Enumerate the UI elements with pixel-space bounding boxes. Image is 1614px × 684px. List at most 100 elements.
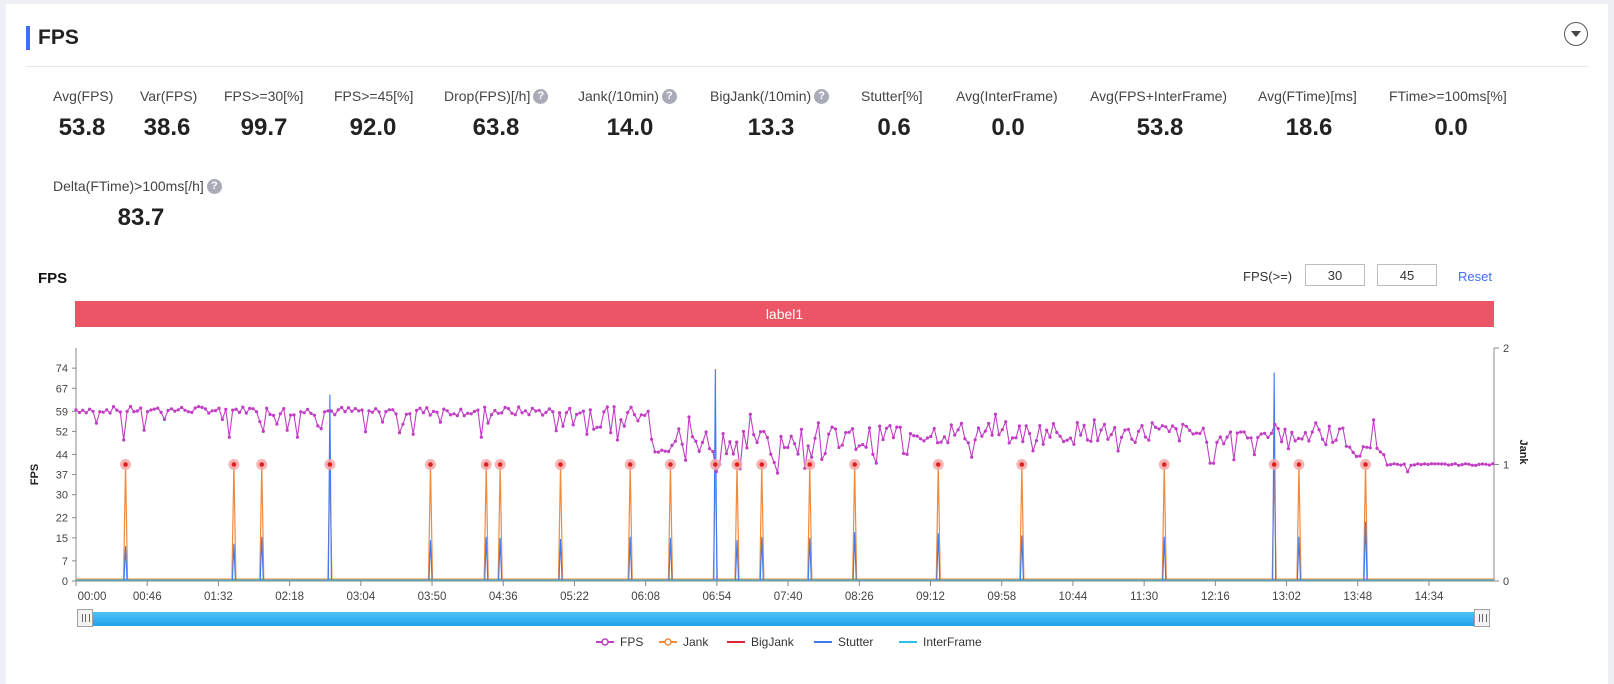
fps-point [919, 437, 923, 441]
fps-point [401, 422, 405, 426]
help-icon[interactable]: ? [661, 88, 677, 104]
metric-value: 92.0 [349, 114, 397, 141]
fps-point [1412, 463, 1416, 467]
collapse-toggle-icon[interactable] [1564, 22, 1588, 46]
fps-point [667, 449, 671, 454]
fps-point [360, 408, 364, 412]
fps-point [111, 405, 116, 409]
zoom-slider-track[interactable] [79, 612, 1488, 626]
fps-point [990, 433, 994, 437]
fps-point [1045, 428, 1049, 432]
metric-label: Var(FPS) [140, 88, 197, 104]
fps-point [404, 412, 408, 416]
fps-point [1470, 463, 1474, 467]
fps-point [200, 405, 204, 409]
help-icon[interactable]: ? [814, 88, 830, 104]
fps-point [312, 413, 316, 417]
fps-point [101, 410, 105, 414]
fps-point [728, 440, 732, 444]
fps-point [598, 425, 603, 429]
fps-point [970, 455, 974, 459]
fps-point [1116, 449, 1120, 453]
reset-link[interactable]: Reset [1458, 269, 1492, 284]
x-tick-label: 00:00 [78, 591, 107, 603]
fps-point [898, 425, 902, 429]
zoom-slider-right-handle[interactable] [1474, 609, 1490, 627]
fps-point [1007, 441, 1011, 445]
fps-point [1089, 439, 1093, 443]
fps-point [912, 434, 916, 438]
jank-spike [483, 464, 489, 580]
fps-point [1307, 439, 1311, 443]
fps-point [319, 427, 323, 431]
fps-point [108, 411, 112, 415]
fps-point [609, 431, 613, 435]
fps-point [1474, 463, 1478, 467]
fps-point [1171, 424, 1175, 428]
fps-point [452, 412, 456, 416]
fps-point [568, 406, 572, 410]
jank-marker-halo [1268, 459, 1280, 470]
fps-point [197, 405, 201, 409]
fps-point [472, 409, 477, 413]
fps-point [128, 404, 133, 409]
fps-point [1256, 435, 1260, 440]
fps-point [210, 409, 214, 413]
label-band[interactable]: label1 [75, 301, 1494, 327]
fps-point [1361, 445, 1365, 449]
metric-label-text: Avg(InterFrame) [956, 88, 1058, 104]
fps-point [496, 411, 500, 415]
fps-point [227, 435, 231, 439]
fps-point [285, 428, 289, 432]
fps-point [84, 411, 88, 415]
fps-point [697, 449, 701, 453]
metric-value: 38.6 [143, 114, 191, 141]
fps-point [541, 413, 545, 417]
fps-point [1133, 440, 1137, 444]
fps-point [81, 408, 85, 412]
fps-point [415, 408, 419, 412]
help-icon[interactable]: ? [206, 178, 222, 194]
fps-point [694, 439, 698, 443]
jank-spike [231, 464, 237, 580]
fps-point [1320, 437, 1325, 441]
help-icon[interactable]: ? [533, 88, 549, 104]
fps-point [527, 413, 531, 417]
fps-threshold-low-input[interactable] [1305, 264, 1365, 286]
fps-point [718, 462, 722, 466]
x-tick-label: 00:46 [133, 591, 162, 603]
jank-marker-halo [324, 459, 336, 470]
jank-spike [667, 464, 674, 580]
fps-point [1303, 431, 1307, 435]
metric-label-text: Avg(FTime)[ms] [1258, 88, 1357, 104]
fps-point [786, 445, 790, 450]
fps-point [561, 424, 565, 428]
fps-point [377, 410, 381, 414]
fps-point [231, 408, 235, 412]
fps-point [503, 405, 507, 409]
fps-point [299, 410, 303, 414]
fps-point [578, 411, 582, 415]
fps-point [803, 466, 807, 470]
jank-marker [807, 462, 813, 467]
fps-point [1235, 431, 1239, 435]
fps-point [176, 408, 180, 412]
fps-point [983, 429, 987, 433]
y-tick-label: 30 [56, 490, 68, 502]
fps-point [1266, 435, 1270, 439]
fps-threshold-high-input[interactable] [1377, 264, 1437, 286]
fps-point [118, 410, 122, 414]
fps-point [874, 461, 878, 465]
fps-point [1392, 462, 1396, 466]
metric-value: 0.0 [1434, 114, 1468, 141]
jank-marker-halo [256, 459, 268, 470]
fps-point [476, 408, 480, 412]
fps-point [959, 421, 964, 425]
jank-marker [935, 462, 941, 467]
fps-point [387, 408, 391, 412]
zoom-slider-left-handle[interactable] [77, 609, 93, 627]
fps-point [656, 450, 661, 454]
fps-point [384, 410, 388, 414]
jank-marker-halo [731, 459, 743, 470]
fps-point [1065, 438, 1069, 442]
